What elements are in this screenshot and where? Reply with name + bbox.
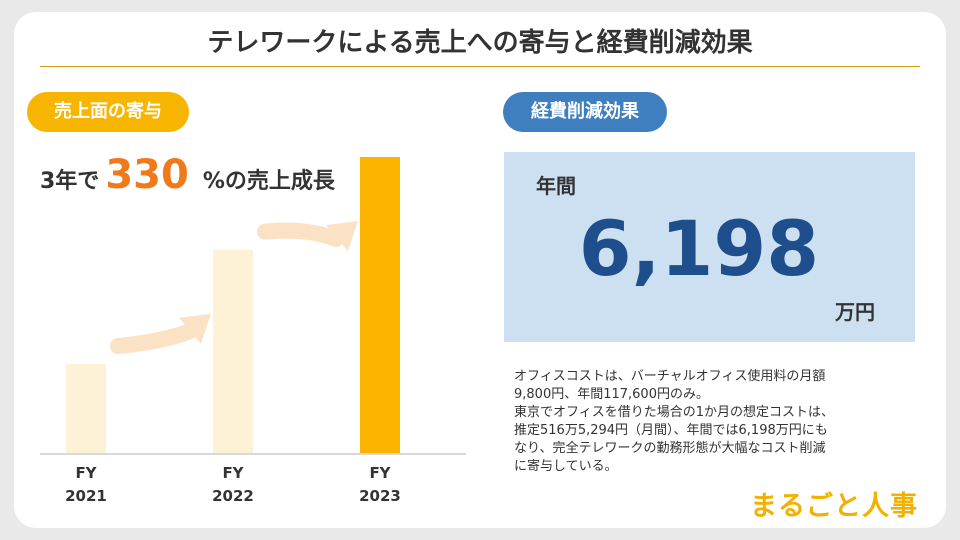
growth-arrow-shaft: [257, 222, 344, 247]
growth-value: 330: [105, 152, 189, 198]
note-line: オフィスコストは、バーチャルオフィス使用料の月額: [514, 369, 826, 384]
x-tick-label: FY 2022: [212, 464, 254, 505]
growth-headline: 3年で 330 %の売上成長: [40, 152, 335, 202]
growth-arrow-head: [179, 313, 211, 344]
note-line: 推定516万5,294円（月間）、年間では6,198万円にも: [514, 423, 828, 438]
bars: [66, 157, 400, 454]
growth-prefix: 3年で: [40, 169, 100, 194]
brand-logo: まるごと人事: [750, 491, 918, 522]
growth-arrow-head: [326, 221, 358, 251]
growth-arrow-shaft: [110, 323, 197, 354]
note-line: 9,800円、年間117,600円のみ。: [514, 387, 709, 402]
bar-fy-2022: [213, 249, 253, 454]
note-line: に寄与している。: [514, 459, 618, 474]
savings-amount: 6,198: [578, 204, 820, 293]
annual-label: 年間: [536, 174, 576, 198]
bar-fy-2023: [360, 157, 400, 454]
x-tick-label: FY 2023: [359, 464, 401, 505]
cost-reduction-badge: 経費削減効果: [503, 92, 667, 132]
growth-suffix: %の売上成長: [202, 169, 335, 194]
annual-savings-box: 年間 6,198 万円: [504, 152, 915, 342]
savings-unit: 万円: [835, 300, 875, 324]
title-divider: [40, 66, 920, 67]
x-tick-label: FY 2021: [65, 464, 107, 505]
note-line: なり、完全テレワークの勤務形態が大幅なコスト削減: [514, 441, 826, 456]
growth-arrows: [110, 221, 358, 354]
page-title: テレワークによる売上への寄与と経費削減効果: [207, 28, 753, 58]
note-line: 東京でオフィスを借りた場合の1か月の想定コストは、: [514, 405, 835, 420]
cost-explanation: オフィスコストは、バーチャルオフィス使用料の月額 9,800円、年間117,60…: [514, 368, 914, 476]
sales-contribution-badge: 売上面の寄与: [27, 92, 189, 132]
bar-fy-2021: [66, 364, 106, 454]
